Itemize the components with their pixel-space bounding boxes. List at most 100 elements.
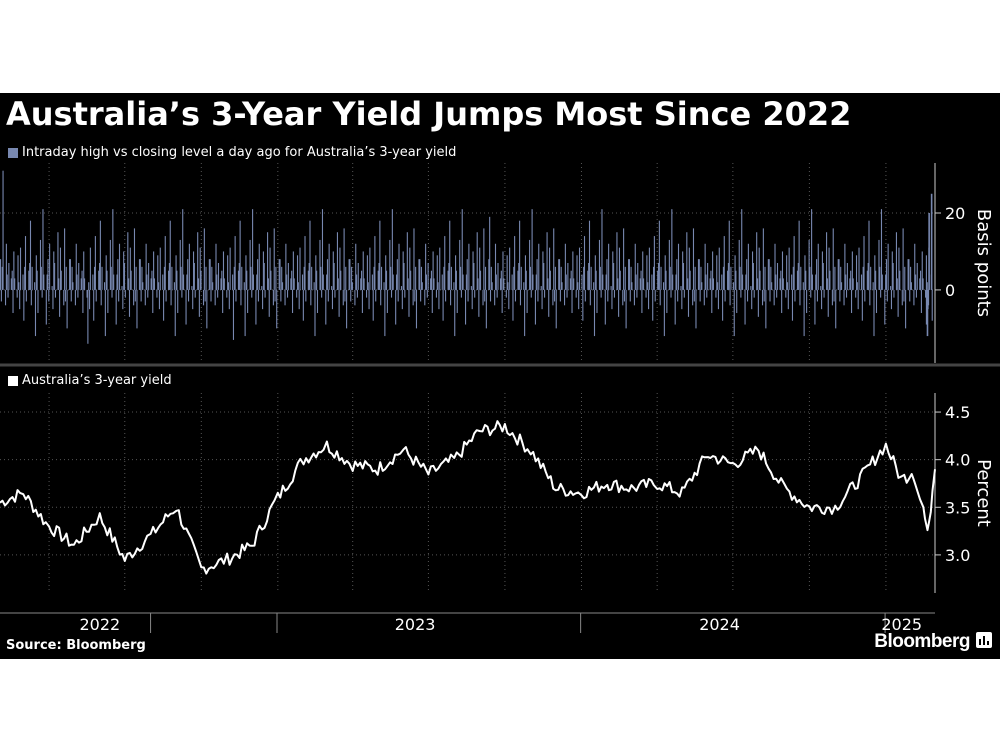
bar xyxy=(600,289,602,298)
bar xyxy=(19,247,22,290)
bar xyxy=(89,247,91,290)
bar xyxy=(264,289,266,298)
bar xyxy=(420,266,423,290)
bar xyxy=(349,259,351,290)
bar xyxy=(123,263,126,290)
bar xyxy=(298,289,300,310)
bar xyxy=(361,270,363,290)
bar xyxy=(250,266,252,290)
bar xyxy=(40,266,42,290)
bar xyxy=(628,259,630,290)
bar xyxy=(146,274,148,290)
bar xyxy=(648,289,650,310)
bar xyxy=(19,289,21,310)
bar xyxy=(701,282,703,290)
bar xyxy=(897,289,899,317)
bar xyxy=(634,243,636,290)
bar xyxy=(898,247,900,290)
bar xyxy=(366,255,368,290)
bar xyxy=(547,278,549,290)
bar xyxy=(845,274,847,290)
bar xyxy=(502,251,504,290)
bar xyxy=(212,282,214,290)
bar xyxy=(662,282,665,290)
bar xyxy=(220,278,222,290)
bar xyxy=(117,259,119,290)
bar xyxy=(920,270,922,290)
bar xyxy=(232,289,235,340)
bar xyxy=(24,236,27,290)
bar xyxy=(460,266,462,290)
bar xyxy=(524,255,526,290)
bar xyxy=(536,259,538,290)
bar xyxy=(891,251,893,290)
bar xyxy=(94,236,96,290)
bar xyxy=(58,278,60,290)
bar xyxy=(138,259,141,290)
bar xyxy=(432,251,434,290)
bar xyxy=(426,289,428,298)
bar xyxy=(140,289,142,302)
bar xyxy=(549,270,551,290)
bar xyxy=(64,228,66,290)
bar xyxy=(884,289,886,325)
bar xyxy=(139,259,141,290)
bar xyxy=(204,289,206,302)
bar xyxy=(165,289,167,302)
bar xyxy=(798,220,800,290)
bar xyxy=(473,263,475,290)
bar xyxy=(413,228,415,290)
bar xyxy=(639,278,641,290)
bar xyxy=(583,266,585,290)
bar xyxy=(51,286,53,290)
bar xyxy=(712,251,714,290)
bar xyxy=(531,209,533,290)
x-tick-label: 2023 xyxy=(395,615,436,634)
bar xyxy=(869,289,871,306)
bar xyxy=(791,289,794,321)
bar xyxy=(346,289,348,329)
bar xyxy=(767,259,769,290)
bar xyxy=(645,289,647,298)
bar xyxy=(647,282,649,290)
bar xyxy=(397,289,399,302)
bar xyxy=(489,289,492,302)
bar xyxy=(570,270,572,290)
bar xyxy=(182,209,184,290)
bar xyxy=(833,289,835,302)
bar xyxy=(374,236,376,290)
bar xyxy=(526,289,528,313)
bar-ytick-label: 20 xyxy=(945,204,965,223)
bar xyxy=(594,255,596,290)
bar xyxy=(683,289,685,298)
bar xyxy=(272,289,274,306)
bar xyxy=(491,282,493,290)
bar xyxy=(471,289,473,310)
bar xyxy=(36,270,38,290)
bar xyxy=(651,274,653,290)
bar xyxy=(124,289,126,298)
bar xyxy=(756,232,758,290)
bar xyxy=(142,282,144,290)
bar xyxy=(773,289,775,306)
bar xyxy=(427,263,429,290)
bar xyxy=(14,278,16,290)
bar xyxy=(659,289,661,306)
bar xyxy=(840,266,842,290)
bar xyxy=(105,255,107,290)
bar xyxy=(246,270,248,290)
bar xyxy=(296,255,299,290)
bar xyxy=(675,274,677,290)
bar xyxy=(892,263,894,290)
bar xyxy=(151,270,153,290)
bar xyxy=(499,278,502,290)
bar xyxy=(249,239,251,290)
bar xyxy=(164,236,166,290)
bar-ytick-label: 0 xyxy=(945,281,955,300)
bar xyxy=(158,289,160,310)
bar xyxy=(468,243,470,290)
bar xyxy=(465,289,467,325)
bar xyxy=(682,251,684,290)
bar xyxy=(156,289,158,298)
bar xyxy=(654,289,656,302)
